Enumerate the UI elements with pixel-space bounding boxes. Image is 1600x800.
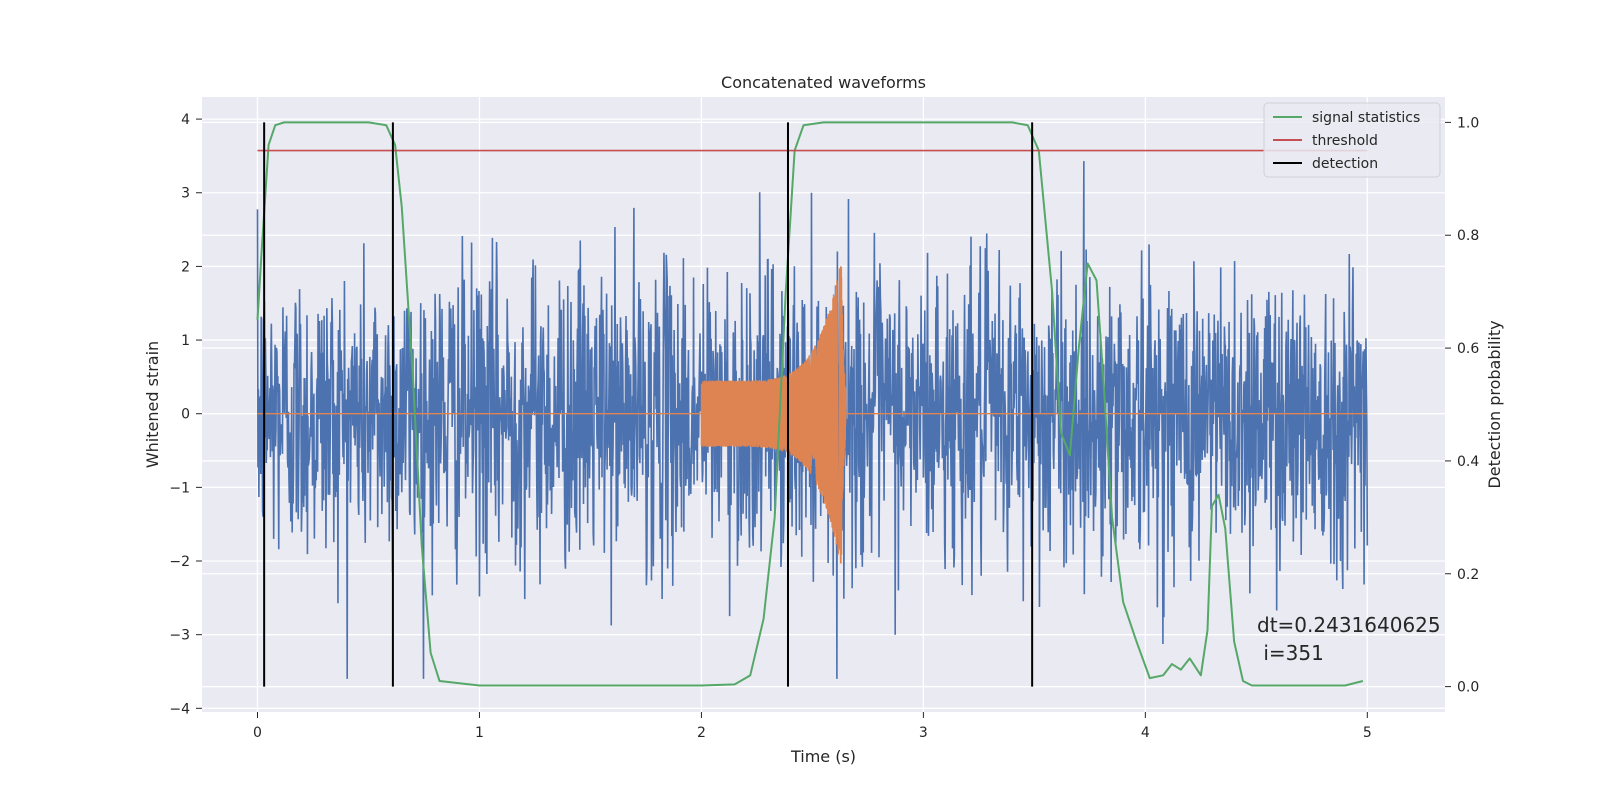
y-tick-label: 3: [181, 186, 190, 202]
y2-tick-label: 0.6: [1457, 341, 1479, 357]
plot-content: [256, 121, 1369, 687]
annotation-dt: dt=0.2431640625: [1257, 613, 1441, 637]
injection-series-line: [257, 266, 1368, 564]
y2-tick-label: 0.2: [1457, 567, 1479, 583]
y-tick-label: −3: [169, 628, 190, 644]
chart-title: Concatenated waveforms: [721, 73, 926, 92]
y-axis-label: Whitened strain: [143, 341, 162, 468]
y-tick-label: 2: [181, 259, 190, 275]
legend-label: detection: [1312, 156, 1378, 172]
y2-tick-label: 0.8: [1457, 228, 1479, 244]
x-tick-label: 3: [919, 725, 928, 741]
y2-tick-label: 0.0: [1457, 680, 1479, 696]
legend-box: [1263, 102, 1441, 178]
x-tick-label: 4: [1141, 725, 1150, 741]
x-tick-label: 5: [1363, 725, 1372, 741]
legend-label: signal statistics: [1312, 110, 1420, 126]
x-axis-label: Time (s): [790, 747, 856, 766]
legend-label: threshold: [1312, 133, 1378, 149]
annotation-index: i=351: [1257, 641, 1324, 665]
x-tick-label: 1: [475, 725, 484, 741]
x-tick-label: 0: [253, 725, 262, 741]
axes: 0 1 2 3 4 5 −4 −3 −2 −1 0 1 2 3 4 0.0 0.2 0.4 0.6 0.8 1.0: [169, 112, 1479, 741]
y2-axis-label: Detection probability: [1485, 320, 1504, 488]
y-tick-label: 0: [181, 407, 190, 423]
y-tick-label: −4: [169, 701, 190, 717]
y2-tick-label: 0.4: [1457, 454, 1479, 470]
x-tick-label: 2: [697, 725, 706, 741]
y-tick-label: 4: [181, 112, 190, 128]
y-tick-label: −1: [169, 480, 190, 496]
y-tick-label: 1: [181, 333, 190, 349]
legend: signal statistics threshold detection: [1263, 102, 1441, 178]
y-tick-label: −2: [169, 554, 190, 570]
y2-tick-label: 1.0: [1457, 115, 1479, 131]
